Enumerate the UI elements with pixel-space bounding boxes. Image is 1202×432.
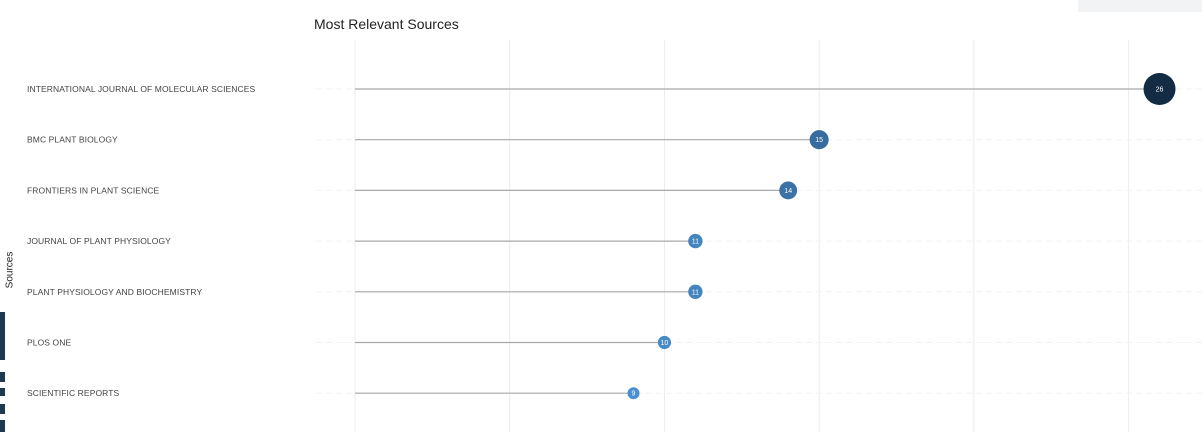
category-label: PLOS ONE <box>27 338 71 348</box>
lollipop-point <box>627 387 640 400</box>
category-label: BMC PLANT BIOLOGY <box>27 135 118 145</box>
left-edge-marker <box>0 372 5 382</box>
left-edge-marker <box>0 404 5 414</box>
lollipop-point <box>779 181 798 200</box>
data-label: 10 <box>661 340 669 347</box>
data-label: 11 <box>692 239 699 246</box>
data-label: 11 <box>692 289 699 296</box>
data-label: 9 <box>632 391 636 398</box>
toolbar-placeholder <box>1078 0 1202 12</box>
category-label: FRONTIERS IN PLANT SCIENCE <box>27 185 160 195</box>
category-label: JOURNAL OF PLANT PHYSIOLOGY <box>27 236 171 246</box>
category-label: SCIENTIFIC REPORTS <box>27 388 120 398</box>
lollipop-point <box>657 335 672 350</box>
left-edge-marker <box>0 312 5 360</box>
category-label: INTERNATIONAL JOURNAL OF MOLECULAR SCIEN… <box>27 84 256 94</box>
chart-title: Most Relevant Sources <box>314 16 459 32</box>
category-label: PLANT PHYSIOLOGY AND BIOCHEMISTRY <box>27 287 202 297</box>
lollipop-point <box>688 284 703 299</box>
lollipop-point <box>688 233 703 249</box>
left-edge-marker <box>0 420 5 432</box>
data-label: 15 <box>815 137 823 144</box>
lollipop-point <box>1143 73 1176 105</box>
lollipop-point <box>809 130 829 150</box>
data-label: 14 <box>784 188 792 195</box>
left-edge-marker <box>0 388 5 396</box>
data-label: 26 <box>1156 87 1164 94</box>
